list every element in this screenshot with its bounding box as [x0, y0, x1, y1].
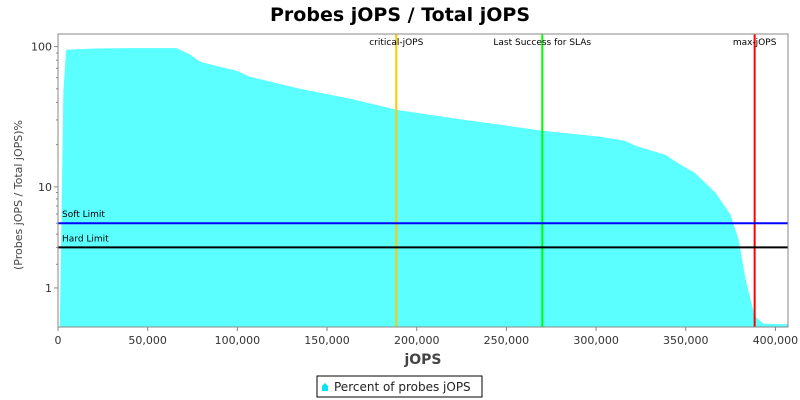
x-tick-label: 350,000	[663, 334, 709, 347]
threshold-label: Soft Limit	[62, 210, 105, 220]
legend-label: Percent of probes jOPS	[334, 380, 471, 394]
chart-title: Probes jOPS / Total jOPS	[270, 4, 530, 26]
y-tick-label: 1	[45, 282, 52, 295]
x-tick-label: 0	[55, 334, 62, 347]
y-axis-label: (Probes jOPS / Total jOPS)%	[12, 120, 25, 270]
x-tick-label: 200,000	[394, 334, 440, 347]
x-axis-label: jOPS	[403, 352, 441, 368]
x-tick-label: 100,000	[215, 334, 261, 347]
x-tick-label: 250,000	[484, 334, 530, 347]
y-tick-label: 100	[31, 41, 52, 54]
y-tick-label: 10	[38, 181, 52, 194]
legend-box	[316, 375, 483, 398]
x-tick-label: 400,000	[753, 334, 799, 347]
legend-swatch	[322, 383, 328, 391]
marker-label: Last Success for SLAs	[493, 38, 591, 48]
x-tick-label: 300,000	[573, 334, 619, 347]
x-tick-label: 150,000	[304, 334, 350, 347]
plot-border	[57, 33, 789, 328]
marker-label: critical-jOPS	[369, 38, 423, 48]
x-tick-label: 50,000	[128, 334, 167, 347]
legend: Percent of probes jOPS	[316, 375, 483, 398]
threshold-label: Hard Limit	[62, 234, 109, 244]
marker-label: max-jOPS	[733, 38, 777, 48]
series-area-percent-of-probes	[59, 48, 788, 327]
